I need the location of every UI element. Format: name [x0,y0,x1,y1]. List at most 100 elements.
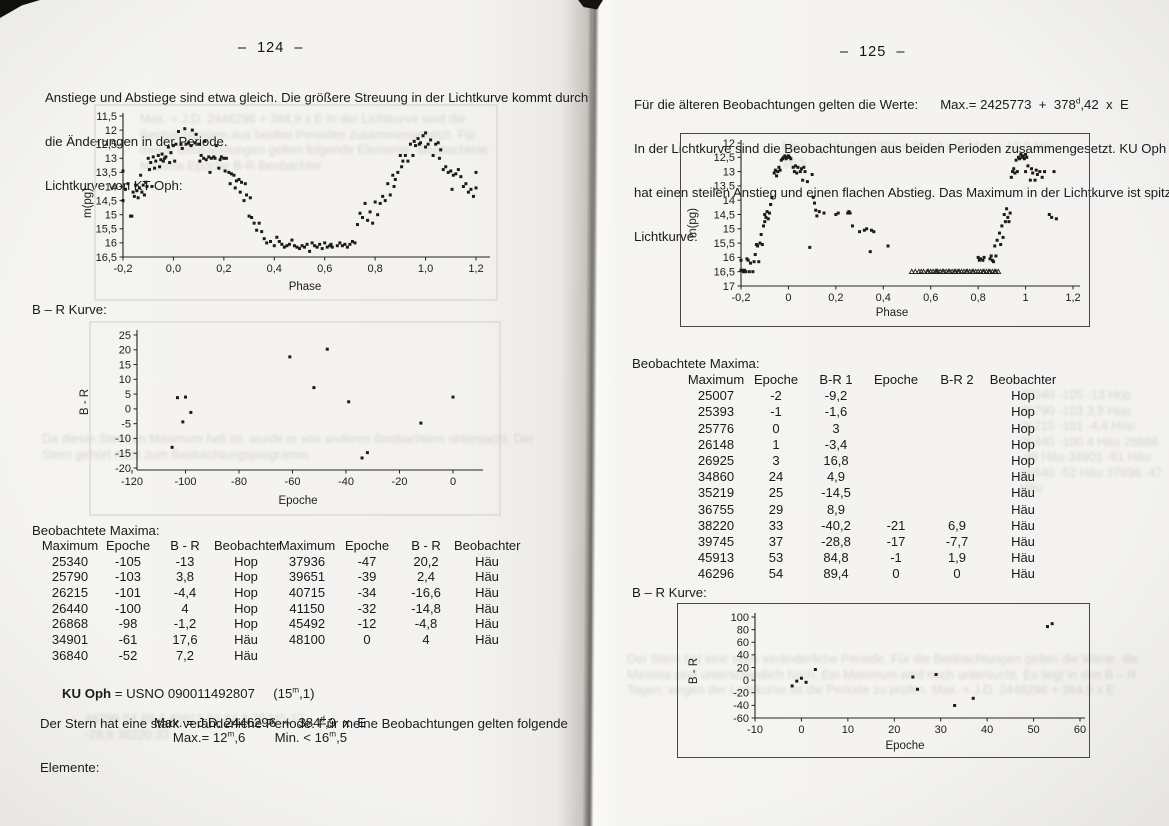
magnitude-superscript: m [292,685,300,695]
intro-line: In der Lichtkurve sind die Beobachtungen… [634,140,1167,156]
table-cell: -13 [175,553,195,569]
svg-text:20: 20 [119,345,131,357]
svg-text:40: 40 [981,724,993,736]
table-cell: 53 [768,550,784,566]
table-cell: 24 [768,469,784,485]
table-cell: 39651 [288,569,326,585]
elements-paragraph: Der Stern hat eine stark veränderliche P… [40,688,568,805]
svg-text:14: 14 [723,195,735,207]
svg-text:12,5: 12,5 [714,152,735,164]
table-cell: Hop [234,569,258,585]
table-row: 34860 24 4,9 Häu [686,469,1066,485]
svg-text:1,2: 1,2 [468,263,483,275]
table-cell: -1,2 [173,616,197,632]
table-cell: 25007 [697,388,735,404]
svg-text:0,2: 0,2 [828,292,843,304]
svg-text:-5: -5 [121,418,131,430]
ku-oph-br-chart: -10 0 10 20 30 40 50 60 100 80 60 40 20 0 -20 -40 -60 Epo… [677,603,1090,758]
table-cell: Häu [1011,566,1035,582]
svg-text:Phase: Phase [289,281,322,293]
ku-oph-id-line: KU Oph = USNO 090011492807 (15m,1) [40,672,315,716]
svg-text:0,4: 0,4 [267,263,282,275]
table-cell: -14,8 [411,600,441,616]
table-cell: 7,2 [175,647,195,663]
column-header: B-R 2 [940,372,974,387]
svg-text:15: 15 [119,359,131,371]
table-cell: -47 [357,553,377,569]
table-row: 26440 -100 4 Hop 41150 -32 -14,8 Häu [40,601,520,617]
svg-text:14: 14 [105,181,117,193]
svg-text:m(pg): m(pg) [687,208,699,238]
table-row: 46296 54 89,4 0 0 Häu [686,566,1066,582]
svg-text:-40: -40 [338,476,354,488]
table-cell: 20,2 [413,553,439,569]
svg-text:0: 0 [785,292,791,304]
table-cell: 89,4 [823,566,849,582]
table-cell: 48100 [288,632,326,648]
svg-text:Epoche: Epoche [278,495,317,507]
table-cell: 38220 [697,517,735,533]
svg-text:0,4: 0,4 [876,292,891,304]
table-cell: -12 [357,616,377,632]
table-cell: Hop [1011,436,1035,452]
table-row: 26148 1 -3,4 Hop [686,437,1066,453]
table-cell: -21 [886,517,906,533]
table-cell: 26215 [51,585,89,601]
svg-text:-10: -10 [115,433,131,445]
table-row: 34901 -61 17,6 Häu 48100 0 4 Häu [40,632,520,648]
table-header-row: Maximum Epoche B-R 1 Epoche B-R 2 Beobachter [686,372,1066,388]
column-header: Maximum [41,538,99,553]
elements-formula: Max. = J.D. 2446296 + 384d,9 x E [153,714,366,730]
svg-text:60: 60 [1074,724,1086,736]
svg-text:0,0: 0,0 [166,263,181,275]
svg-text:14,5: 14,5 [96,195,117,207]
table-cell: 3,8 [175,569,195,585]
svg-text:1: 1 [1023,292,1029,304]
page-number-right: – 125 – [840,44,906,60]
maxima-heading-right: Beobachtete Maxima: [632,356,760,371]
table-cell: 1,9 [947,550,967,566]
table-cell: Hop [1011,404,1035,420]
svg-text:m(pg): m(pg) [82,188,94,218]
table-cell: -52 [118,647,138,663]
svg-text:-60: -60 [733,713,749,725]
svg-text:25: 25 [119,330,131,342]
table-cell: Hop [234,616,258,632]
svg-text:15,5: 15,5 [714,238,735,250]
table-cell: -34 [357,585,377,601]
table-cell: 26925 [697,452,735,468]
column-header: Beobachter [454,538,521,553]
table-cell: -1 [890,550,902,566]
svg-text:16,5: 16,5 [96,252,117,264]
star-id: = USNO 090011492807 (15 [111,685,293,701]
table-cell: 17,6 [172,632,198,648]
svg-text:1,0: 1,0 [418,263,433,275]
maxima-table-right: Maximum Epoche B-R 1 Epoche B-R 2 Beobachter 2… [686,372,1066,582]
table-cell: 36840 [51,647,89,663]
svg-text:-0,2: -0,2 [114,263,133,275]
table-cell: 0 [363,632,371,648]
star-name: KU Oph [61,685,112,701]
table-cell: 84,8 [823,550,849,566]
svg-text:B - R: B - R [688,658,700,684]
table-cell: -9,2 [824,388,848,404]
table-cell: 37936 [288,553,326,569]
table-row: 25393 -1 -1,6 Hop [686,404,1066,420]
table-cell: Häu [1011,485,1035,501]
table-cell: 0 [953,566,961,582]
column-header: Beobachter [214,538,281,553]
svg-text:-60: -60 [285,476,301,488]
svg-text:-100: -100 [174,476,196,488]
svg-text:-0,2: -0,2 [732,292,751,304]
table-cell: 40715 [288,585,326,601]
br-kurve-heading: B – R Kurve: [32,302,107,317]
elements-formula-old: Für die älteren Beobachtungen gelten die… [634,96,1129,113]
column-header: Maximum [687,372,745,387]
column-header: Epoche [105,538,151,553]
table-cell: -32 [357,600,377,616]
table-cell: -105 [114,553,142,569]
table-cell: Häu [1011,533,1035,549]
svg-text:0: 0 [743,675,749,687]
svg-text:100: 100 [731,612,749,624]
table-cell: 46296 [697,566,735,582]
